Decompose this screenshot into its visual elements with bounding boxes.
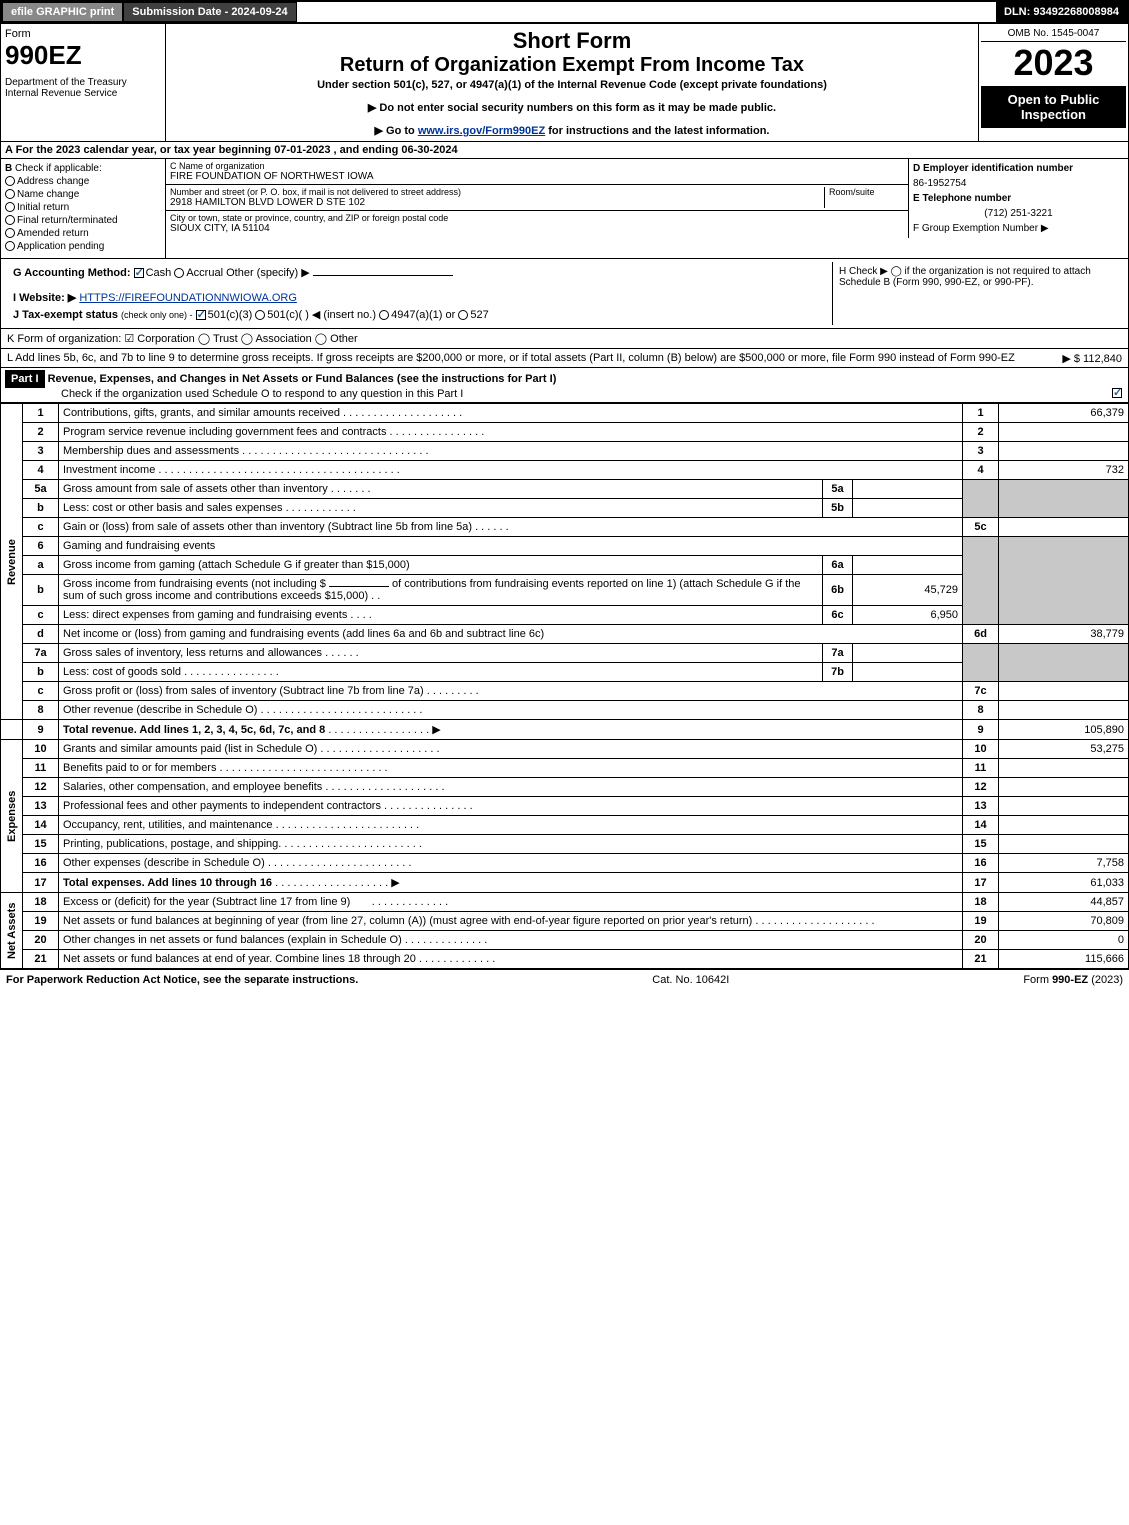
tax-exempt-label: J Tax-exempt status [13,309,118,321]
section-k: K Form of organization: ☑ Corporation ◯ … [0,329,1129,349]
dept-label: Department of the Treasury Internal Reve… [5,77,161,99]
street-label: Number and street (or P. O. box, if mail… [170,187,824,197]
form-header: Form 990EZ Department of the Treasury In… [0,24,1129,142]
chk-accrual[interactable] [174,268,184,278]
city-label: City or town, state or province, country… [170,213,904,223]
page-footer: For Paperwork Reduction Act Notice, see … [0,969,1129,990]
part1-label: Part I [5,370,45,388]
note-goto: ▶ Go to www.irs.gov/Form990EZ for instru… [170,124,974,137]
part1-check-note: Check if the organization used Schedule … [61,388,463,400]
line4-value: 732 [999,461,1129,480]
expenses-section-label: Expenses [1,740,23,893]
chk-501c[interactable] [255,310,265,320]
form-number: 990EZ [5,40,161,71]
line19-value: 70,809 [999,912,1129,931]
irs-link[interactable]: www.irs.gov/Form990EZ [418,125,545,137]
chk-amended-return[interactable] [5,228,15,238]
line6d-value: 38,779 [999,625,1129,644]
efile-print-button[interactable]: efile GRAPHIC print [2,2,123,22]
footer-mid: Cat. No. 10642I [652,974,729,986]
gross-receipts-value: ▶ $ 112,840 [1062,352,1122,365]
line17-total-expenses: 61,033 [999,873,1129,893]
title-return: Return of Organization Exempt From Incom… [170,54,974,77]
ein-label: D Employer identification number [913,163,1073,174]
chk-cash[interactable] [134,268,144,278]
top-bar: efile GRAPHIC print Submission Date - 20… [0,0,1129,24]
omb-number: OMB No. 1545-0047 [981,26,1126,42]
tax-year: 2023 [981,42,1126,84]
chk-initial-return[interactable] [5,202,15,212]
net-assets-section-label: Net Assets [1,893,23,969]
check-if-applicable: Check if applicable: [15,163,102,174]
form-label: Form [5,28,161,40]
title-short-form: Short Form [170,28,974,54]
part1-table: Revenue 1Contributions, gifts, grants, a… [0,403,1129,969]
name-label: C Name of organization [170,161,904,171]
line6c-value: 6,950 [853,606,963,625]
line10-value: 53,275 [999,740,1129,759]
section-b-label: B [5,163,12,174]
chk-name-change[interactable] [5,189,15,199]
street-address: 2918 HAMILTON BLVD LOWER D STE 102 [170,197,824,208]
accounting-method-label: G Accounting Method: [13,267,131,279]
line9-total-revenue: 105,890 [999,720,1129,740]
line18-value: 44,857 [999,893,1129,912]
phone-value: (712) 251-3221 [913,208,1124,219]
room-suite-label: Room/suite [824,187,904,208]
website-link[interactable]: HTTPS://FIREFOUNDATIONNWIOWA.ORG [79,292,297,304]
part1-schedule-o-check[interactable] [1112,388,1122,398]
part1-header: Part I Revenue, Expenses, and Changes in… [0,368,1129,403]
org-name: FIRE FOUNDATION OF NORTHWEST IOWA [170,171,904,182]
ein-value: 86-1952754 [913,178,1124,189]
footer-left: For Paperwork Reduction Act Notice, see … [6,974,358,986]
footer-right: Form 990-EZ (2023) [1023,974,1123,986]
open-to-public: Open to Public Inspection [981,86,1126,128]
section-h: H Check ▶ ◯ if the organization is not r… [832,262,1122,325]
line1-value: 66,379 [999,404,1129,423]
subtitle: Under section 501(c), 527, or 4947(a)(1)… [170,79,974,91]
chk-final-return[interactable] [5,215,15,225]
line20-value: 0 [999,931,1129,950]
phone-label: E Telephone number [913,193,1011,204]
line21-value: 115,666 [999,950,1129,969]
dln-label: DLN: 93492268008984 [996,2,1127,22]
part1-title: Revenue, Expenses, and Changes in Net As… [48,373,557,385]
line16-value: 7,758 [999,854,1129,873]
city-state-zip: SIOUX CITY, IA 51104 [170,223,904,234]
chk-application-pending[interactable] [5,241,15,251]
section-l: L Add lines 5b, 6c, and 7b to line 9 to … [0,349,1129,368]
chk-4947[interactable] [379,310,389,320]
note-ssn: ▶ Do not enter social security numbers o… [170,101,974,114]
section-bcd: B Check if applicable: Address change Na… [0,159,1129,259]
line6b-value: 45,729 [853,575,963,606]
revenue-section-label: Revenue [1,404,23,720]
chk-527[interactable] [458,310,468,320]
group-exemption-label: F Group Exemption Number ▶ [913,223,1124,234]
section-a: A For the 2023 calendar year, or tax yea… [0,142,1129,159]
website-label: I Website: ▶ [13,292,76,304]
submission-date-button[interactable]: Submission Date - 2024-09-24 [123,2,296,22]
chk-address-change[interactable] [5,176,15,186]
chk-501c3[interactable] [196,310,206,320]
